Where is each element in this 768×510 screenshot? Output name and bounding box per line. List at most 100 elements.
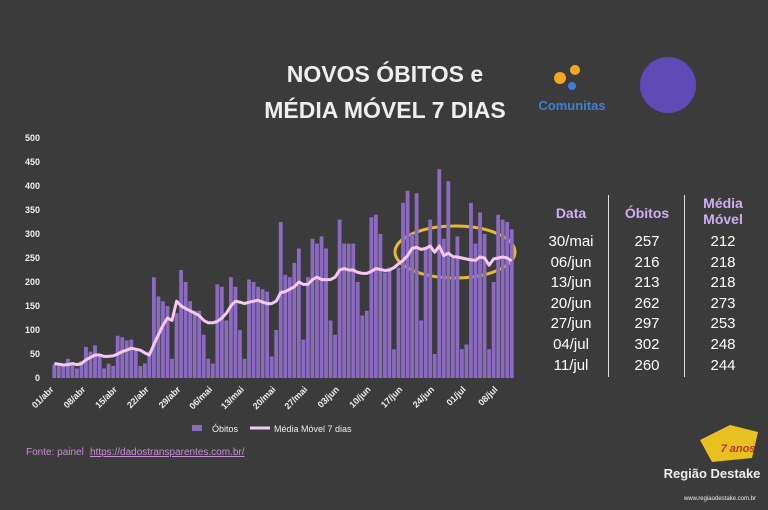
legend-label: Média Móvel 7 dias [274,424,352,434]
bar [142,363,147,378]
bar [383,272,387,378]
bar [183,282,188,378]
virus-image [640,57,696,113]
bar [401,202,405,378]
comunitas-logo: Comunitas [538,98,605,113]
bar [337,219,342,378]
bar [188,301,193,378]
table-cell: 213 [634,274,660,292]
table-cell: 248 [710,336,736,353]
bar [170,358,174,378]
bar [496,214,501,378]
bar [265,291,270,378]
y-tick-label: 400 [25,181,40,191]
bar [52,364,57,378]
bar [373,214,378,378]
bar [124,340,129,378]
bar [219,286,224,378]
x-tick-label: 08/abr [62,384,88,410]
bar [500,219,505,378]
bar [97,356,102,378]
title-line: NOVOS ÓBITOS e [287,60,483,87]
table-header: Óbitos [624,205,670,221]
bar [192,310,197,378]
table-cell: 04/jul [553,336,589,353]
x-tick-label: 22/abr [125,384,151,410]
bar [301,339,306,378]
bar [491,282,496,378]
bar [283,274,288,378]
bar [201,334,206,378]
bar [473,243,478,378]
table-divider [608,195,609,377]
bar [392,349,396,378]
x-tick-label: 29/abr [157,384,183,410]
bar [274,330,279,378]
x-tick-label: 13/mai [219,384,246,411]
table-cell: 218 [710,274,736,292]
source-link[interactable]: https://dadostransparentes.com.br/ [90,447,245,458]
bar [147,351,152,378]
bar [215,284,220,378]
bar [292,262,297,378]
bar [133,349,138,378]
bar [414,193,419,378]
title-line: MÉDIA MÓVEL 7 DIAS [264,96,506,123]
bar [419,320,424,378]
bar [251,282,256,378]
table-divider [684,195,685,377]
bar [464,344,469,378]
table-cell: 11/jul [553,356,589,374]
bar [410,234,414,378]
table-header: Média Móvel [703,195,743,227]
table-cell: 302 [634,336,660,353]
logo-years: 7 anos [721,443,756,455]
bar [482,234,487,378]
table-cell: 06/jun [550,253,592,271]
logo-dot [554,72,566,84]
bar [342,243,347,378]
bar [165,306,170,378]
y-tick-label: 150 [25,301,40,311]
bar [369,217,374,378]
x-tick-label: 20/mai [251,384,278,411]
bar [469,202,473,378]
bar [346,243,351,378]
logo-map [700,425,758,462]
bar [174,313,179,378]
table-cell: 297 [634,315,660,333]
bar [455,236,460,378]
bar [333,334,337,378]
x-tick-label: 03/jun [316,384,341,409]
table-cell: 260 [634,356,660,374]
x-tick-label: 24/jun [411,384,436,409]
bar [351,243,356,378]
bar [65,358,70,378]
bar [84,346,88,378]
bar [450,258,455,378]
highlight-ellipse [393,224,517,280]
y-tick-label: 250 [25,253,40,263]
bar [423,248,428,378]
bar [238,330,242,378]
legend-label: Óbitos [212,424,239,434]
bar [278,222,283,378]
bar [229,277,233,378]
bar [509,229,514,378]
y-tick-label: 100 [25,325,40,335]
bar [460,349,464,378]
table-cell: 216 [634,253,660,271]
bar [287,277,292,378]
bar [233,286,238,378]
bar [405,190,410,378]
table-header: Data [555,205,587,221]
bar [161,301,165,378]
bar [487,349,491,378]
bar [102,368,106,378]
table-cell: 30/mai [548,233,594,250]
y-tick-label: 200 [25,277,40,287]
table-cell: 253 [710,315,736,333]
logo-site: www.regiaodestake.com.br [683,496,756,502]
bar [478,212,482,378]
bar [428,219,433,378]
